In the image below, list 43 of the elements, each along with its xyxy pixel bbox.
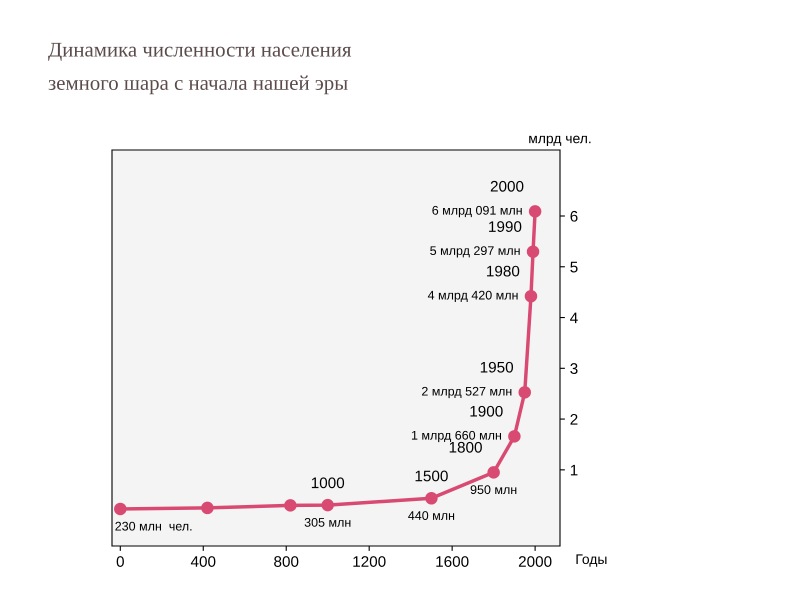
point xyxy=(425,492,438,505)
text: 1 млрд 660 млн xyxy=(412,430,502,442)
point xyxy=(487,466,500,479)
annotation: 1000 xyxy=(312,477,344,488)
y-tick-label: 2 xyxy=(570,414,578,425)
y-tick-label: 6 xyxy=(570,210,578,222)
text: 230 млн чел. xyxy=(115,522,192,531)
point xyxy=(508,430,521,443)
x-tick-label: 0 xyxy=(116,556,124,567)
y-tick-label: 3 xyxy=(570,363,578,374)
text: 5 млрд 297 млн xyxy=(430,246,520,258)
text: 440 млн xyxy=(408,511,454,520)
x-tick-label: 800 xyxy=(274,556,298,567)
point xyxy=(518,386,531,399)
y-tick-label: 5 xyxy=(570,262,578,272)
y-tick-label: 4 xyxy=(570,312,578,324)
annotation: 1950 xyxy=(480,362,514,373)
point xyxy=(284,499,297,512)
chart-title: Динамика численности населения земного шара с начала нашей эры xyxy=(48,42,352,94)
point xyxy=(321,498,334,512)
point xyxy=(114,502,127,516)
x-tick-label: 1600 xyxy=(436,556,469,567)
text: 2 млрд 527 млн xyxy=(422,386,512,398)
text: 305 млн xyxy=(304,518,350,527)
point xyxy=(526,245,540,258)
annotation: 1800 xyxy=(450,442,482,453)
x-tick-label: 2000 xyxy=(518,556,552,567)
y-axis-title: млрд чел. xyxy=(529,136,590,146)
annotation: 1500 xyxy=(416,470,448,482)
point xyxy=(201,502,214,514)
annotation: 1990 xyxy=(489,221,522,232)
x-tick-label: 1200 xyxy=(353,556,386,567)
annotation: 1900 xyxy=(470,406,503,417)
text: 4 млрд 420 млн xyxy=(428,290,518,302)
point xyxy=(528,205,542,218)
point xyxy=(524,290,538,302)
annotation: 2000 xyxy=(490,180,524,192)
annotation: 1980 xyxy=(487,266,520,277)
x-tick-label: 400 xyxy=(190,556,216,567)
y-tick-label: 1 xyxy=(570,464,578,476)
text: 6 млрд 091 млн xyxy=(432,206,522,218)
text: 950 млн xyxy=(470,485,516,494)
x-axis-title: Годы xyxy=(576,554,606,567)
